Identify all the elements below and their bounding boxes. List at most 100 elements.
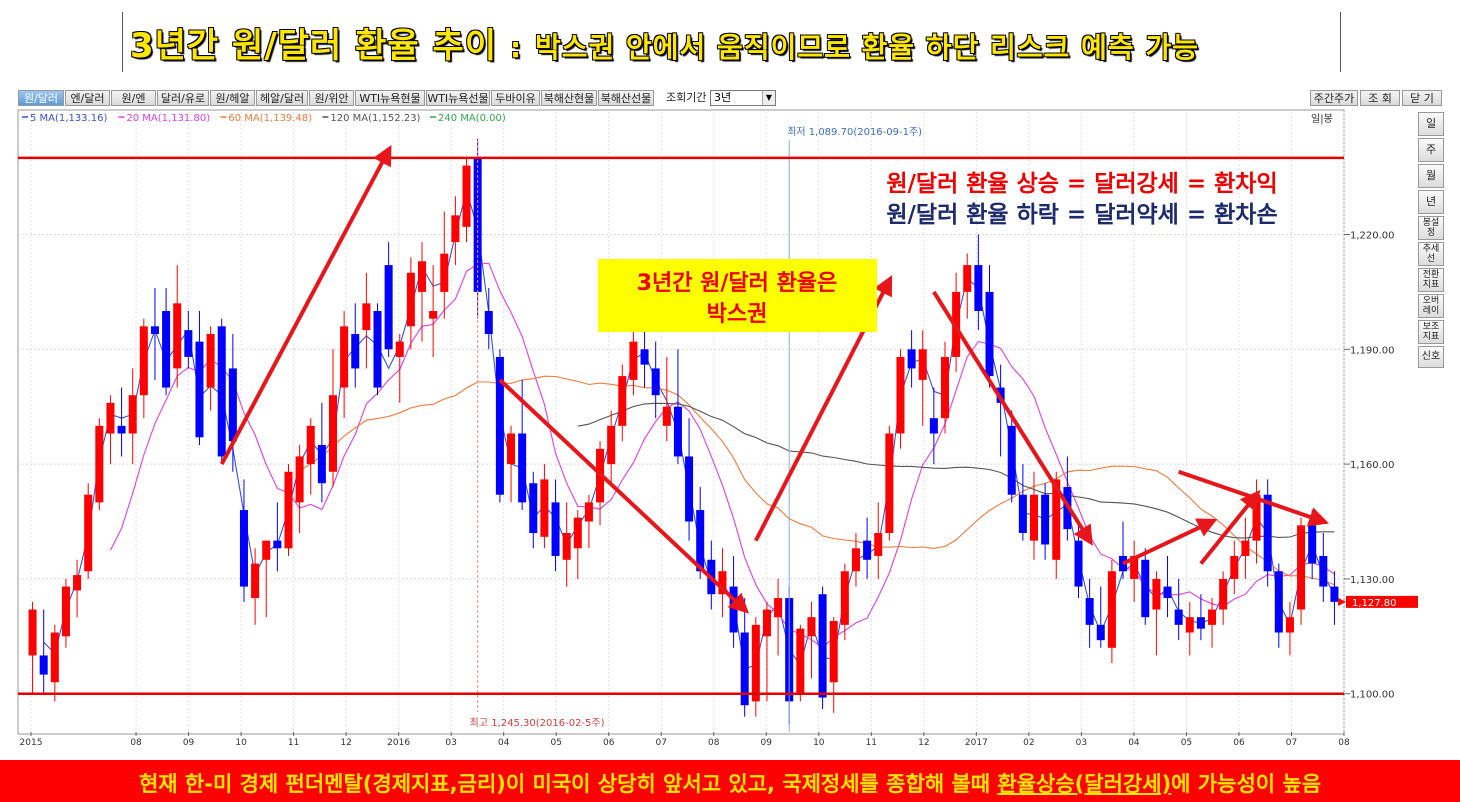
candle-body	[239, 510, 248, 587]
x-tick-label: 07	[1286, 738, 1297, 748]
tab-krw-cny[interactable]: 원/위안	[309, 90, 354, 106]
candle-body	[251, 563, 260, 599]
side-daily-button[interactable]: 일	[1418, 112, 1444, 136]
candle-body	[851, 548, 860, 572]
candle-body	[1029, 494, 1039, 541]
candle-body	[139, 326, 148, 396]
candle-body	[39, 655, 48, 675]
current-price-label: 1,127.80	[1352, 598, 1397, 609]
y-tick-label: 1,160.00	[1350, 460, 1395, 471]
y-axis: 1,220.00 1,190.00 1,160.00 1,130.00 1,100.00	[1344, 230, 1395, 701]
x-tick-label: 08	[130, 738, 142, 748]
candle-body	[328, 395, 338, 472]
candle-body	[963, 265, 972, 292]
title-divider-left	[122, 12, 123, 72]
trend-arrow	[1122, 518, 1218, 566]
candle-body	[150, 326, 159, 334]
toolbar: 원/달러 엔/달러 원/엔 달러/유로 원/헤알 헤알/달러 원/위안 WTI뉴…	[18, 90, 1448, 108]
y-tick-label: 1,190.00	[1350, 345, 1395, 356]
x-tick-label: 07	[656, 738, 667, 748]
legend-entry: 20 MA(1,131.80)	[126, 113, 210, 124]
period-select[interactable]: 3년 ▼	[710, 90, 776, 106]
candle-body	[718, 571, 727, 595]
candle-body	[128, 395, 137, 434]
tab-brent-futures[interactable]: 북해산선물	[598, 90, 654, 106]
candle-body	[685, 456, 694, 522]
candle-body	[518, 433, 527, 503]
side-signal-button[interactable]: 신호	[1418, 346, 1444, 368]
x-axis: 2015 08 09 10 11 12 2016 03 04 05 06 07 08 09 10 11 12 20…	[20, 732, 1350, 748]
candle-body	[796, 628, 805, 694]
trend-arrow	[1199, 490, 1261, 565]
candle-body	[729, 586, 738, 633]
candle-body	[1241, 540, 1250, 556]
x-tick-label: 12	[918, 738, 929, 748]
banner-text: 현재 한-미 경제 펀더멘탈(경제지표,금리)이 미국이 상당히 앞서고 있고,…	[0, 768, 1460, 798]
side-weekly-button[interactable]: 주	[1418, 138, 1444, 162]
box-annotation-line2: 박스권	[707, 302, 768, 327]
banner-text-after: 에 가능성이 높음	[1171, 772, 1322, 796]
candle-body	[640, 349, 649, 365]
high-marker-label: 최저 1,089.70(2016-09-1주)	[787, 126, 922, 138]
candle-body	[1196, 617, 1205, 629]
x-tick-label: 08	[1338, 738, 1350, 748]
candle-body	[774, 598, 783, 618]
legend: 5 MA(1,133.16) 20 MA(1,131.80) 60 MA(1,139…	[22, 113, 506, 124]
candle-body	[985, 291, 994, 377]
candle-body	[1119, 555, 1128, 572]
tab-krw-jpy[interactable]: 원/엔	[111, 90, 156, 106]
candle-body	[1185, 617, 1194, 633]
candle-body	[440, 253, 449, 292]
side-switch-indicator-button[interactable]: 전환지표	[1418, 268, 1444, 292]
side-monthly-button[interactable]: 월	[1418, 164, 1444, 188]
side-yearly-button[interactable]: 년	[1418, 190, 1444, 214]
side-aux-indicator-button[interactable]: 보조지표	[1418, 320, 1444, 344]
tab-brent-spot[interactable]: 북해산현물	[541, 90, 597, 106]
tab-usd-eur[interactable]: 달러/유로	[157, 90, 209, 106]
tab-wti-spot[interactable]: WTI뉴욕현물	[355, 90, 425, 106]
side-trendline-button[interactable]: 추세선	[1418, 242, 1444, 266]
candle-body	[1230, 555, 1239, 579]
y-tick-label: 1,100.00	[1350, 690, 1395, 701]
tab-dubai[interactable]: 두바이유	[491, 90, 540, 106]
side-overlay-button[interactable]: 오버레이	[1418, 294, 1444, 318]
x-tick-label: 03	[1076, 738, 1087, 748]
price-tag-pointer	[1338, 597, 1346, 606]
annotation-down-text: 원/달러 환율 하락 = 달러약세 = 환차손	[886, 202, 1277, 228]
candle-body	[1274, 571, 1283, 633]
tab-jpy-usd[interactable]: 엔/달러	[65, 90, 110, 106]
x-tick-label: 2017	[965, 738, 988, 748]
tab-krw-usd[interactable]: 원/달러	[18, 90, 64, 106]
candle-body	[607, 425, 616, 465]
x-tick-label: 06	[1233, 738, 1245, 748]
query-button[interactable]: 조 회	[1360, 90, 1400, 106]
candle-body	[373, 311, 382, 388]
page-title: 3년간 원/달러 환율 추이 : 박스권 안에서 움직이므로 환율 하단 리스크…	[130, 18, 1199, 67]
legend-entry: 5 MA(1,133.16)	[30, 113, 107, 124]
title-colon: :	[509, 31, 523, 64]
candle-body	[1007, 425, 1016, 495]
candle-body	[195, 341, 204, 438]
tab-brl-usd[interactable]: 헤알/달러	[256, 90, 308, 106]
candle-body	[529, 483, 538, 533]
candle-body	[573, 517, 582, 549]
candle-body	[929, 418, 938, 434]
box-range-lines	[18, 156, 1346, 695]
close-button[interactable]: 닫 기	[1402, 90, 1442, 106]
candle-body	[618, 376, 627, 426]
candle-body	[1152, 578, 1161, 610]
candle-corner-label: 일|봉	[1311, 113, 1333, 125]
chevron-down-icon[interactable]: ▼	[762, 91, 775, 105]
x-tick-label: 10	[235, 738, 247, 748]
candle-body	[696, 510, 705, 572]
tab-wti-futures[interactable]: WTI뉴욕선물	[426, 90, 490, 106]
tab-krw-brl[interactable]: 원/헤알	[210, 90, 255, 106]
x-tick-label: 2016	[387, 738, 410, 748]
side-candle-setting-button[interactable]: 봉설정	[1418, 216, 1444, 240]
candle-body	[273, 540, 282, 549]
bottom-banner: 현재 한-미 경제 펀더멘탈(경제지표,금리)이 미국이 상당히 앞서고 있고,…	[0, 760, 1460, 802]
weekly-price-button[interactable]: 주간주가	[1310, 90, 1358, 106]
candle-body	[484, 311, 493, 334]
candle-body	[106, 402, 115, 434]
